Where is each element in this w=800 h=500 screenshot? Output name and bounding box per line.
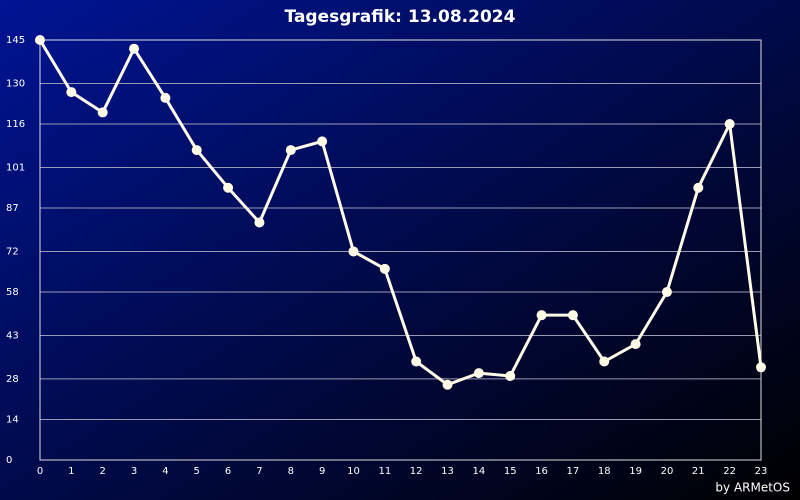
x-tick-label: 13 bbox=[441, 466, 454, 477]
data-point bbox=[505, 371, 516, 381]
x-tick-label: 6 bbox=[225, 466, 231, 477]
data-point bbox=[285, 145, 296, 156]
data-point bbox=[129, 43, 140, 54]
data-point bbox=[379, 263, 390, 274]
data-point bbox=[442, 379, 453, 390]
x-tick-label: 23 bbox=[755, 466, 768, 477]
y-tick-label: 87 bbox=[6, 203, 19, 214]
data-line bbox=[38, 39, 763, 387]
x-tick-label: 8 bbox=[288, 466, 294, 477]
data-point bbox=[97, 107, 108, 118]
y-tick-label: 72 bbox=[6, 246, 19, 257]
y-tick-label: 43 bbox=[6, 330, 19, 341]
y-tick-label: 0 bbox=[6, 455, 12, 466]
y-tick-label: 58 bbox=[6, 287, 19, 298]
data-point bbox=[160, 92, 171, 103]
data-point bbox=[191, 145, 202, 156]
x-tick-label: 19 bbox=[629, 466, 642, 477]
x-tick-label: 16 bbox=[535, 466, 548, 477]
x-tick-label: 4 bbox=[162, 466, 168, 477]
data-point bbox=[66, 87, 77, 98]
chart-title: Tagesgrafik: 13.08.2024 bbox=[285, 7, 516, 27]
y-tick-label: 28 bbox=[6, 374, 19, 385]
x-tick-label: 22 bbox=[723, 466, 736, 477]
x-tick-label: 7 bbox=[256, 466, 262, 477]
x-tick-label: 1 bbox=[68, 466, 74, 477]
x-tick-label: 10 bbox=[347, 466, 360, 477]
data-point bbox=[693, 182, 704, 193]
data-point bbox=[724, 119, 735, 129]
x-tick-label: 0 bbox=[37, 466, 43, 477]
x-tick-label: 20 bbox=[661, 466, 674, 477]
y-tick-label: 101 bbox=[6, 162, 25, 173]
x-tick-label: 14 bbox=[473, 466, 486, 477]
x-tick-label: 18 bbox=[598, 466, 611, 477]
x-tick-label: 15 bbox=[504, 466, 517, 477]
data-point bbox=[317, 136, 328, 147]
data-point bbox=[536, 310, 547, 321]
x-tick-label: 5 bbox=[194, 466, 200, 477]
data-point bbox=[630, 339, 641, 350]
data-point bbox=[756, 362, 766, 373]
data-point bbox=[599, 356, 610, 367]
x-tick-label: 12 bbox=[410, 466, 423, 477]
data-point bbox=[348, 246, 359, 257]
x-tick-label: 2 bbox=[100, 466, 106, 477]
data-point bbox=[567, 310, 578, 321]
y-tick-label: 145 bbox=[6, 35, 25, 46]
data-point bbox=[473, 368, 484, 379]
data-point bbox=[223, 182, 234, 193]
data-point bbox=[254, 217, 265, 228]
data-point bbox=[661, 287, 672, 297]
x-tick-label: 11 bbox=[378, 466, 391, 477]
y-tick-label: 130 bbox=[6, 78, 25, 89]
y-tick-label: 14 bbox=[6, 414, 19, 425]
plot-border bbox=[39, 39, 762, 461]
x-tick-label: 3 bbox=[131, 466, 137, 477]
x-tick-label: 9 bbox=[319, 466, 325, 477]
x-tick-label: 17 bbox=[567, 466, 580, 477]
y-tick-label: 116 bbox=[6, 119, 25, 130]
data-point bbox=[35, 35, 45, 45]
credit: by ARMetOS bbox=[715, 481, 790, 495]
x-tick-label: 21 bbox=[692, 466, 705, 477]
data-point bbox=[411, 356, 422, 367]
